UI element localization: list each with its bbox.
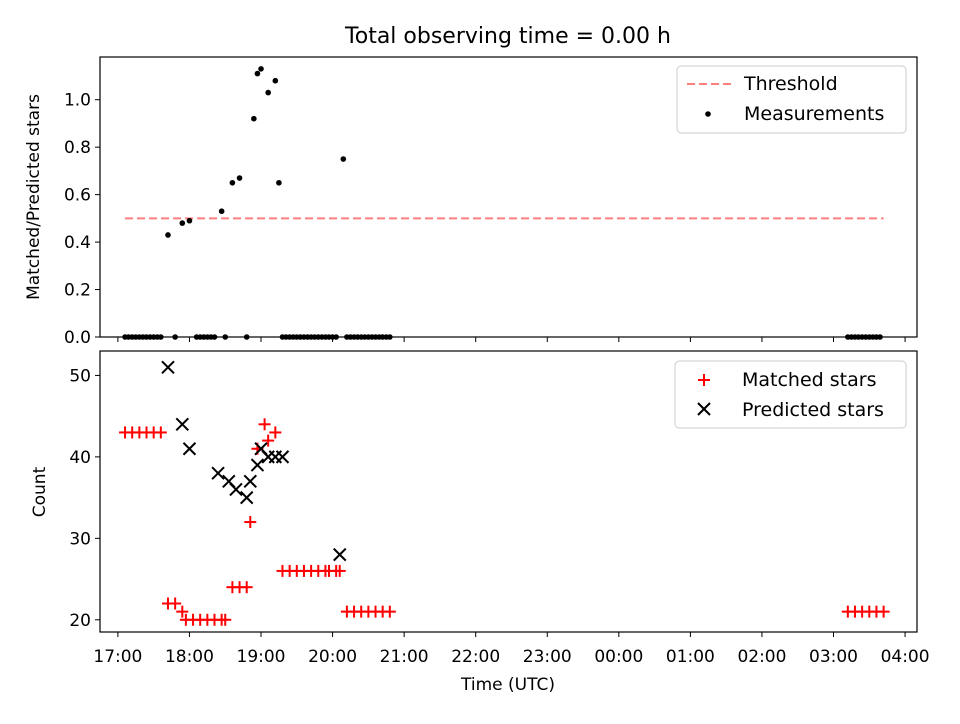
measurement-point [186,217,193,224]
predicted-star-point [175,417,190,432]
x-tick-label: 22:00 [451,647,500,667]
matched-star-point [219,613,232,626]
top-axes-frame [99,56,918,338]
matched-star-point [154,426,167,439]
predicted-star-point [275,450,290,464]
predicted-stars-points [161,360,347,562]
bottom-y-tick-label: 50 [69,366,91,386]
matched-star-point [240,581,253,594]
predicted-star-b [254,442,268,456]
predicted-star-b [333,547,347,562]
bottom-panel: 17:00 18:00 19:00 20:00 21:00 22:00 23:00 00:00… [30,350,930,695]
legend-predicted-swatch [697,402,711,416]
predicted-star-point [243,474,257,489]
top-y-tick-label: 1.0 [64,91,91,111]
legend-threshold-label: Threshold [743,73,838,95]
x-tick-label: 17:00 [93,647,142,667]
predicted-star-b [250,458,265,472]
bottom-y-tick-label: 30 [69,529,91,549]
predicted-star-b [175,417,190,432]
x-axis-label: Time (UTC) [460,675,555,695]
measurement-point [179,220,186,226]
bottom-axes-frame [99,350,918,633]
predicted-star-point [182,442,197,456]
legend-measurements-swatch [705,111,711,117]
bottom-legend-frame [674,360,907,429]
predicted-star-point [211,466,225,480]
predicted-star-b [229,482,243,497]
predicted-star-b [161,360,175,374]
predicted-star-point [250,458,265,472]
matched-star-point [258,418,271,431]
top-y-tick-label: 0.0 [64,328,91,348]
measurement-point [254,70,261,77]
top-legend: Threshold Measurements [676,65,907,134]
measurement-point [165,232,171,238]
predicted-star-b [275,450,290,464]
measurement-point [236,175,243,181]
x-tick-label: 02:00 [737,647,786,667]
x-tick-label: 19:00 [237,647,286,667]
x-tick-label: 01:00 [666,647,715,667]
predicted-star-b [239,490,254,505]
x-tick-label: 23:00 [523,647,572,667]
bottom-y-tick-label: 40 [69,448,91,468]
x-tick-label: 04:00 [881,647,930,667]
top-y-tick-label: 0.6 [64,186,91,206]
measurement-point [218,208,225,215]
matched-star-point [262,434,275,447]
legend-predicted-label: Predicted stars [742,399,884,421]
measurement-point [340,156,347,162]
measurement-point [265,89,271,96]
measurement-point [229,179,236,186]
x-tick-label: 00:00 [594,647,643,667]
matched-star-point [333,564,346,577]
top-y-axis-label: Matched/Predicted stars [24,94,44,300]
matched-star-point [169,597,182,610]
measurement-point [276,179,282,186]
measurement-point [251,115,257,122]
top-y-tick-label: 0.8 [64,138,91,158]
x-tick-label: 03:00 [809,647,858,667]
top-y-tick-label: 0.2 [64,281,91,301]
predicted-star-b [222,474,236,489]
top-ticks: 0.0 0.2 0.4 0.6 0.8 1.0 [64,91,906,348]
matched-star-point [383,605,396,618]
legend-matched-label: Matched stars [742,369,876,391]
x-tick-label: 18:00 [165,647,214,667]
figure-title: Total observing time = 0.00 h [344,24,671,49]
predicted-star-b [211,466,225,480]
top-panel: 0.0 0.2 0.4 0.6 0.8 1.0 Matched/Predicted sta… [24,56,918,348]
x-tick-label: 21:00 [380,647,429,667]
predicted-star-point [333,547,347,562]
top-y-tick-label: 0.4 [64,233,91,253]
matched-star-point [244,516,257,529]
predicted-star-b [182,442,197,456]
legend-measurements-label: Measurements [744,103,884,125]
legend-matched-swatch [698,374,710,386]
matched-star-point [877,605,890,618]
predicted-star-point [229,482,243,497]
x-tick-label: 20:00 [308,647,357,667]
measurement-point [272,77,279,84]
bottom-y-tick-label: 20 [69,611,91,631]
top-legend-frame [676,65,907,134]
predicted-star-point [161,360,175,374]
matched-star-point [269,426,282,439]
bottom-legend: Matched stars Predicted stars [674,360,907,429]
matched-star-point [176,605,189,618]
predicted-star-point [239,490,254,505]
measurement-point [258,66,264,72]
predicted-star-b [243,474,257,489]
bottom-ticks: 17:00 18:00 19:00 20:00 21:00 22:00 23:00 00:00… [69,366,929,667]
bottom-y-axis-label: Count [30,466,50,517]
